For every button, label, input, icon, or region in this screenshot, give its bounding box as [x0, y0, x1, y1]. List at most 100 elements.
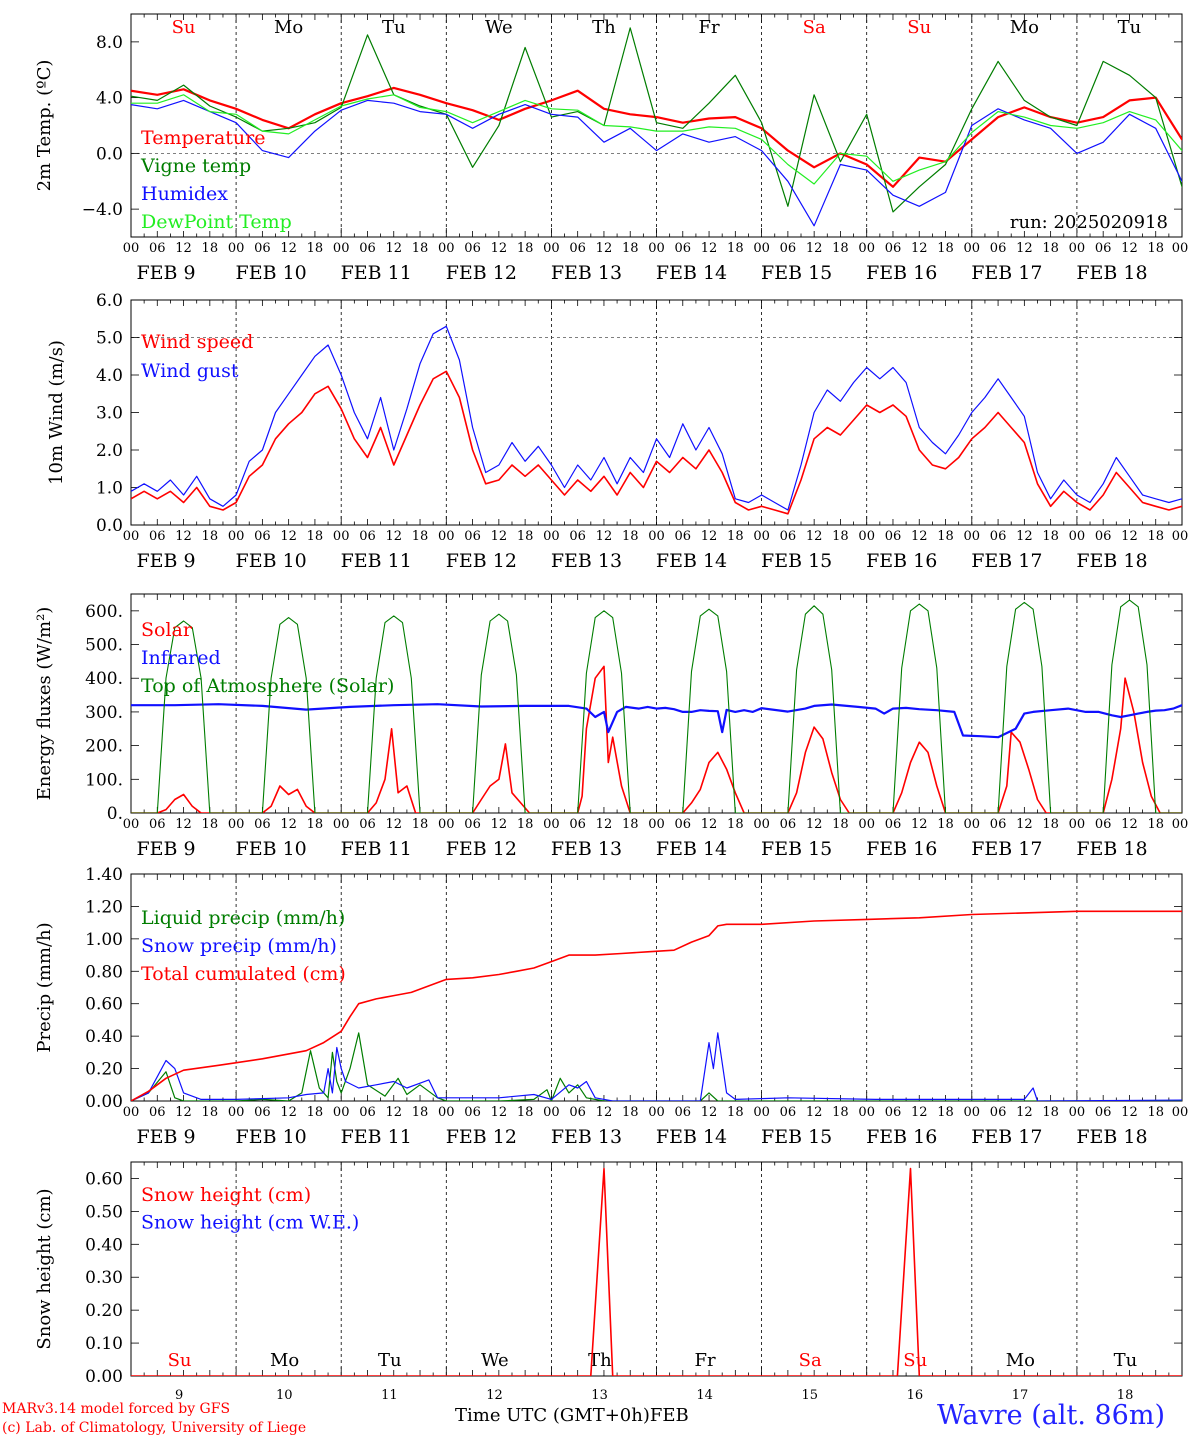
date-label: FEB 18 [1076, 1126, 1147, 1148]
y-tick-label: 4.0 [96, 366, 123, 386]
series-line [131, 665, 1182, 813]
y-tick-label: 0.80 [85, 962, 123, 982]
date-label: FEB 12 [446, 1126, 517, 1148]
hour-tick-label: 12 [806, 817, 823, 832]
hour-tick-label: 00 [858, 1105, 875, 1120]
date-label: FEB 17 [971, 838, 1042, 860]
hour-tick-label: 18 [832, 1105, 849, 1120]
hour-tick-label: 06 [675, 241, 692, 256]
y-tick-label: 3.0 [96, 404, 123, 424]
plot-frame [130, 299, 1183, 526]
hour-tick-label: 06 [885, 1105, 902, 1120]
panel-3: 600. 500. 400. 300. 200. 100. 0. Energy fluxes … [34, 593, 1188, 860]
hour-tick-label: 00 [543, 817, 560, 832]
day-name-label: We [481, 1350, 509, 1371]
hour-tick-label: 06 [1095, 1105, 1112, 1120]
hour-tick-label: 00 [333, 529, 350, 544]
y-tick-label: 0. [107, 804, 123, 824]
series-line [131, 94, 1182, 185]
day-number-label: 13 [591, 1388, 608, 1403]
date-label: FEB 13 [551, 262, 622, 284]
legend-entry: Snow height (cm W.E.) [141, 1212, 359, 1234]
hour-tick-label: 00 [543, 529, 560, 544]
series-line [131, 27, 1182, 213]
day-number-label: 16 [907, 1388, 924, 1403]
series-line [131, 1167, 1182, 1376]
hour-tick-label: 06 [569, 1105, 586, 1120]
time-axis-month: FEB [649, 1405, 689, 1426]
hour-tick-label: 18 [412, 817, 429, 832]
hour-tick-label: 18 [622, 241, 639, 256]
legend-entry: Infrared [141, 647, 221, 669]
date-label: FEB 16 [866, 838, 937, 860]
hour-tick-label: 18 [307, 241, 324, 256]
hour-tick-label: 06 [464, 529, 481, 544]
hour-tick-label: 18 [727, 1105, 744, 1120]
hour-tick-label: 00 [1172, 529, 1189, 544]
day-name-label: Tu [1118, 17, 1142, 38]
date-label: FEB 18 [1076, 262, 1147, 284]
hour-tick-label: 06 [569, 241, 586, 256]
date-label: FEB 11 [341, 1126, 412, 1148]
hour-tick-label: 18 [727, 529, 744, 544]
y-tick-label: 8.0 [96, 33, 123, 53]
y-tick-label: 0.50 [85, 1202, 123, 1222]
y-tick-label: 4.0 [96, 89, 123, 109]
day-name-label: We [485, 17, 513, 38]
hour-tick-label: 06 [990, 817, 1007, 832]
hour-tick-label: 00 [1172, 241, 1189, 256]
hour-tick-label: 06 [149, 817, 166, 832]
day-name-label: Su [907, 17, 931, 38]
date-label: FEB 17 [971, 550, 1042, 572]
day-name-label: Mo [270, 1350, 299, 1371]
hour-tick-label: 12 [175, 241, 192, 256]
day-name-label: Th [592, 17, 616, 38]
y-tick-label: 100. [85, 770, 123, 790]
y-tick-label: −4.0 [82, 200, 123, 220]
hour-tick-label: 06 [149, 1105, 166, 1120]
series-line [131, 703, 1182, 739]
hour-tick-label: 00 [1069, 529, 1086, 544]
date-label: FEB 14 [656, 838, 727, 860]
hour-tick-label: 12 [385, 817, 402, 832]
hour-tick-label: 00 [648, 1105, 665, 1120]
hour-tick-label: 18 [937, 817, 954, 832]
y-tick-label: 0.10 [85, 1334, 123, 1354]
hour-tick-label: 18 [937, 1105, 954, 1120]
hour-tick-label: 12 [175, 817, 192, 832]
run-annotation: run: 2025020918 [1010, 212, 1168, 233]
hour-tick-label: 18 [1042, 817, 1059, 832]
hour-tick-label: 00 [1172, 1105, 1189, 1120]
y-tick-label: 6.0 [96, 291, 123, 311]
hour-tick-label: 00 [123, 529, 140, 544]
day-number-label: 14 [696, 1388, 713, 1403]
hour-tick-label: 06 [254, 529, 271, 544]
hour-tick-label: 00 [123, 817, 140, 832]
hour-tick-label: 18 [622, 817, 639, 832]
hour-tick-label: 18 [517, 1105, 534, 1120]
hour-tick-label: 12 [701, 241, 718, 256]
date-label: FEB 10 [236, 1126, 307, 1148]
date-label: FEB 9 [136, 262, 195, 284]
date-label: FEB 11 [341, 838, 412, 860]
hour-tick-label: 12 [280, 1105, 297, 1120]
hour-tick-label: 06 [675, 529, 692, 544]
date-label: FEB 14 [656, 1126, 727, 1148]
y-tick-label: 200. [85, 737, 123, 757]
hour-tick-label: 00 [858, 241, 875, 256]
hour-tick-label: 12 [701, 1105, 718, 1120]
hour-tick-label: 00 [543, 1105, 560, 1120]
hour-tick-label: 12 [596, 529, 613, 544]
hour-tick-label: 06 [885, 241, 902, 256]
hour-tick-label: 18 [202, 241, 219, 256]
date-label: FEB 12 [446, 550, 517, 572]
hour-tick-label: 12 [806, 241, 823, 256]
hour-tick-label: 12 [701, 529, 718, 544]
hour-tick-label: 00 [123, 241, 140, 256]
legend-entry: Top of Atmosphere (Solar) [141, 675, 394, 697]
legend-entry: Total cumulated (cm) [141, 963, 346, 985]
hour-tick-label: 00 [333, 817, 350, 832]
hour-tick-label: 12 [385, 1105, 402, 1120]
panel-5: 0.60 0.50 0.40 0.30 0.20 0.10 0.00 Snow height … [34, 1161, 1183, 1403]
hour-tick-label: 00 [753, 529, 770, 544]
